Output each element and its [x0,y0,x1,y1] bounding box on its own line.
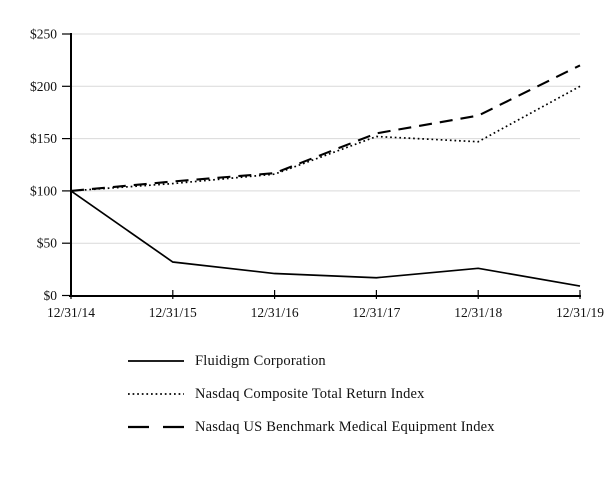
series-line-dotted [70,85,581,192]
y-axis-tick-label: $0 [44,288,58,303]
legend-item-medical-equipment: Nasdaq US Benchmark Medical Equipment In… [128,417,495,437]
dashed-line-swatch-icon [128,425,184,429]
x-axis-tick-label: 12/31/17 [352,305,400,320]
series-line-dashed [70,64,581,192]
legend-label: Nasdaq Composite Total Return Index [195,385,425,402]
legend-label: Nasdaq US Benchmark Medical Equipment In… [195,418,495,435]
x-axis-tick-label: 12/31/15 [149,305,197,320]
y-axis-tick-label: $100 [30,183,57,198]
x-axis-tick-label: 12/31/19 [556,305,604,320]
y-axis-tick-label: $200 [30,79,57,94]
dotted-line-swatch-icon [128,393,184,395]
y-axis-tick-label: $150 [30,131,57,146]
legend-item-fluidigm: Fluidigm Corporation [128,351,495,371]
y-axis-tick-label: $50 [37,236,58,251]
x-axis-tick-label: 12/31/14 [47,305,95,320]
x-axis-tick-label: 12/31/16 [251,305,299,320]
chart-plot-area: $0 $50 $100 $150 $200 $250 12/31/14 12/31/15 12/… [30,27,604,321]
series-line-solid [70,190,581,287]
chart-legend: Fluidigm Corporation Nasdaq Composite To… [128,351,495,450]
x-axis-tick-label: 12/31/18 [454,305,502,320]
y-axis-tick-label: $250 [30,27,57,42]
solid-line-swatch-icon [128,360,184,362]
legend-label: Fluidigm Corporation [195,352,326,369]
legend-item-nasdaq-composite: Nasdaq Composite Total Return Index [128,384,495,404]
